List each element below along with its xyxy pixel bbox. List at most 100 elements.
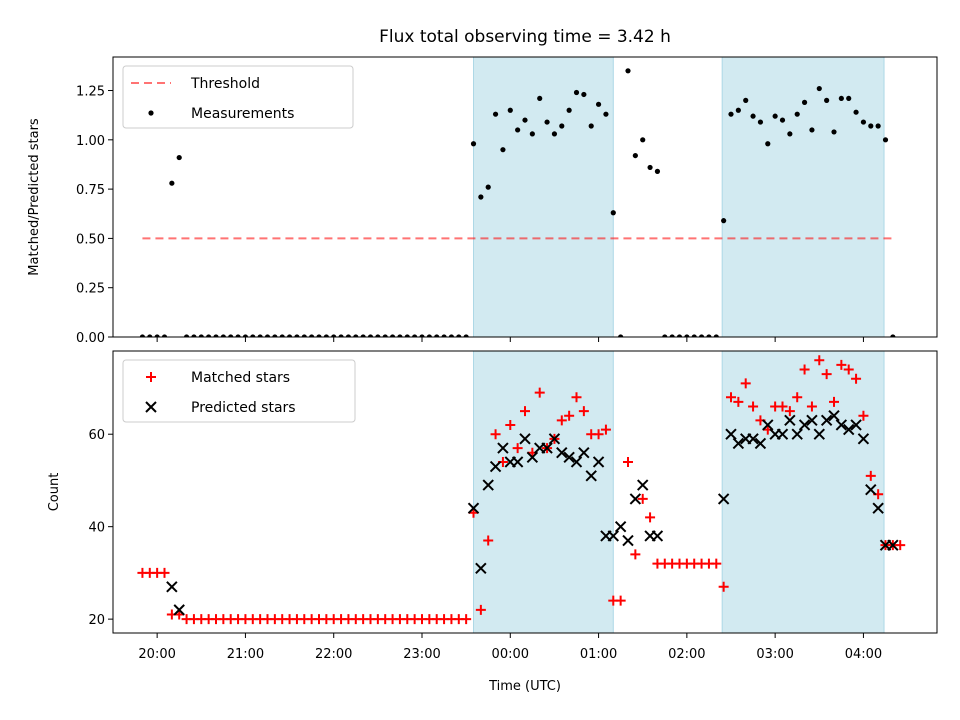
matched-star-point bbox=[159, 567, 170, 578]
measurement-point bbox=[382, 334, 388, 337]
axes-frame bbox=[112, 56, 938, 338]
matched-star-point bbox=[895, 540, 906, 551]
chart-title: Flux total observing time = 3.42 h bbox=[379, 27, 671, 47]
measurement-point bbox=[551, 131, 558, 137]
legend-box bbox=[122, 359, 356, 423]
y-tick-label: 60 bbox=[88, 428, 105, 443]
measurement-point bbox=[713, 334, 719, 337]
predicted-star-point bbox=[857, 433, 870, 445]
measurement-point bbox=[206, 334, 212, 337]
matched-star-point bbox=[645, 512, 656, 523]
x-axis-label: Time (UTC) bbox=[488, 679, 561, 694]
legend-label: Threshold bbox=[190, 76, 260, 92]
measurement-point bbox=[801, 99, 808, 105]
measurement-point bbox=[728, 111, 734, 117]
measurement-point bbox=[426, 334, 432, 337]
measurement-point bbox=[213, 334, 219, 337]
matched-star-point bbox=[792, 392, 803, 403]
measurement-point bbox=[787, 131, 793, 137]
measurement-point bbox=[595, 101, 602, 107]
measurement-point bbox=[853, 109, 859, 115]
measurement-point bbox=[228, 334, 234, 337]
measurement-point bbox=[279, 334, 285, 337]
measurement-point bbox=[264, 334, 271, 337]
predicted-star-point bbox=[629, 493, 642, 505]
measurement-point bbox=[875, 123, 881, 129]
measurement-point bbox=[809, 127, 815, 133]
x-tick-label: 21:00 bbox=[227, 647, 264, 662]
measurement-point bbox=[294, 334, 300, 337]
measurement-point bbox=[309, 334, 315, 337]
measurement-point bbox=[772, 113, 778, 119]
measurement-point bbox=[272, 334, 278, 337]
matched-star-point bbox=[534, 387, 545, 398]
x-tick-label: 20:00 bbox=[138, 647, 175, 662]
matched-star-point bbox=[814, 355, 825, 366]
predicted-star-point bbox=[548, 433, 561, 445]
matched-star-point bbox=[578, 406, 589, 417]
measurement-point bbox=[250, 334, 256, 337]
measurement-point bbox=[235, 334, 241, 337]
measurement-point bbox=[647, 164, 653, 171]
measurement-point bbox=[654, 168, 661, 174]
predicted-star-point bbox=[637, 479, 649, 491]
predicted-star-point bbox=[835, 419, 848, 431]
measurement-point bbox=[846, 95, 852, 102]
matched-star-point bbox=[851, 373, 862, 384]
predicted-star-point bbox=[850, 419, 862, 431]
matched-star-point bbox=[520, 406, 530, 417]
measurement-point bbox=[176, 154, 182, 161]
predicted-star-point bbox=[747, 433, 759, 445]
measurement-point bbox=[640, 137, 646, 143]
measurement-point bbox=[419, 334, 425, 337]
measurement-point bbox=[632, 152, 638, 159]
measurement-point bbox=[750, 113, 756, 119]
matched-star-point bbox=[829, 396, 839, 407]
measurement-point bbox=[456, 334, 462, 337]
measurement-point bbox=[816, 85, 822, 92]
matched-star-point bbox=[748, 401, 759, 412]
measurement-point bbox=[765, 141, 771, 147]
predicted-star-point bbox=[798, 419, 811, 431]
matched-star-point bbox=[733, 396, 744, 407]
measurement-point bbox=[412, 334, 418, 337]
matched-star-point bbox=[799, 364, 810, 375]
measurement-point bbox=[147, 334, 153, 337]
legend-matched-swatch bbox=[146, 372, 156, 382]
predicted-star-point bbox=[614, 520, 627, 533]
predicted-star-point bbox=[762, 419, 774, 431]
legend-predicted-swatch bbox=[145, 401, 157, 413]
predicted-star-point bbox=[872, 502, 884, 514]
measurement-point bbox=[507, 107, 513, 113]
legend-measurement-swatch bbox=[148, 110, 154, 116]
matched-star-point bbox=[865, 470, 876, 481]
matched-star-point bbox=[843, 364, 854, 375]
predicted-star-point bbox=[467, 502, 480, 514]
measurement-point bbox=[161, 334, 168, 337]
measurement-point bbox=[706, 334, 712, 337]
predicted-star-point bbox=[806, 414, 818, 427]
y-axis-label: Matched/Predicted stars bbox=[27, 118, 42, 276]
x-tick-label: 03:00 bbox=[756, 647, 793, 662]
measurement-point bbox=[286, 334, 293, 337]
measurement-point bbox=[169, 180, 175, 186]
measurement-point bbox=[735, 107, 741, 113]
predicted-star-point bbox=[166, 581, 178, 593]
measurement-point bbox=[618, 334, 624, 337]
matched-star-point bbox=[726, 392, 736, 403]
matched-star-point bbox=[483, 535, 494, 546]
measurement-point bbox=[610, 210, 616, 216]
data-layer bbox=[137, 355, 906, 625]
measurement-point bbox=[389, 334, 396, 337]
predicted-star-point bbox=[526, 451, 539, 464]
matched-star-point bbox=[623, 456, 633, 467]
data-layer bbox=[139, 68, 896, 337]
measurement-point bbox=[441, 334, 447, 337]
predicted-star-point bbox=[585, 470, 597, 482]
measurement-point bbox=[882, 137, 889, 143]
predicted-star-point bbox=[732, 437, 745, 450]
predicted-star-point bbox=[843, 423, 855, 436]
matched-star-point bbox=[711, 558, 722, 569]
matched-star-point bbox=[718, 581, 729, 592]
